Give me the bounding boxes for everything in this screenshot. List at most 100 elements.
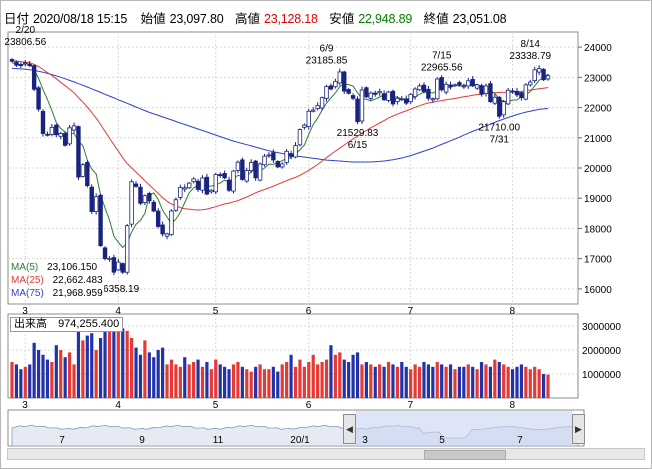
high-value: 23,128.18 [263,12,318,26]
volume-bar [524,366,528,398]
candle-body [80,164,86,177]
volume-bar [81,340,85,398]
candle-body [306,110,311,128]
volume-bar [196,359,200,398]
volume-bar [386,362,391,398]
candle-body [40,110,46,134]
candle-body [195,180,201,190]
candle-body [474,84,480,89]
candle-body [62,133,68,146]
volume-bar [497,362,501,398]
ma75-line [11,67,549,163]
candle-body [9,59,15,62]
volume-bar [448,364,453,398]
volume-bar [382,366,386,398]
volume-bar [90,333,94,398]
candle-body [390,90,396,105]
candle-body [346,89,351,94]
volume-bar [258,364,262,398]
candle-body [505,89,511,105]
candle-body [49,126,55,135]
open-label: 始値 [140,12,166,26]
volume-bar [165,364,169,398]
volume-bar [311,354,315,398]
navigator-next-button[interactable]: ▶ [572,414,585,444]
candle-body [182,187,187,190]
candle-body [160,224,165,235]
candle-body [514,90,520,96]
volume-bar [546,374,550,398]
volume-bar [187,364,191,398]
volume-bar [324,359,329,398]
horizontal-scrollbar[interactable] [7,448,645,460]
volume-bar [360,364,364,398]
annotation-value: 22965.56 [421,62,463,73]
ma25-legend: MA(25) 22,662.483 [10,274,104,287]
month-tick-label: 6 [306,306,312,317]
candle-body [253,160,258,179]
volume-bar [254,366,258,398]
annotation-value: 23185.85 [306,56,348,67]
volume-bar [541,374,546,398]
candle-body [377,91,382,94]
candle-body [435,78,440,100]
candle-body [280,163,285,168]
volume-bar [267,369,271,398]
volume-bar [107,323,112,398]
ma5-legend-value: 23,106.150 [47,262,98,273]
volume-bar [98,338,103,398]
volume-bar [444,366,448,398]
scrollbar-thumb[interactable] [424,450,506,460]
candle-body [71,125,77,131]
month-tick-label: 7 [408,400,414,411]
candle-body [426,88,431,99]
volume-bar [36,350,41,398]
volume-bar [103,318,107,398]
candle-body [249,162,254,171]
candle-body [448,84,453,87]
candle-body [466,80,471,87]
candle-body [545,75,551,80]
candle-body [262,155,267,166]
candle-body [155,210,161,227]
candle-body [45,133,50,136]
volume-bar [453,369,457,398]
volume-bar [506,366,510,398]
volume-bar [236,362,240,398]
navigator-tick-label: 9 [139,435,145,446]
volume-bar [320,362,324,398]
volume-bar [19,369,23,398]
volume-bar [262,369,267,398]
month-tick-label: 3 [22,400,28,411]
volume-bar [378,364,382,398]
triangle-right-icon: ▶ [575,423,582,434]
ma25-line [11,60,549,211]
volume-bar [271,366,275,398]
annotation-date: 6/9 [320,44,334,55]
price-tick-label: 19000 [584,194,612,205]
navigator-tick-label: 20/1 [290,435,310,446]
candle-body [479,85,484,95]
candle-body [217,174,223,176]
volume-legend-label: 出来高 [14,318,47,330]
volume-bar [457,366,462,398]
candle-body [151,201,156,212]
candle-body [58,133,63,137]
candle-body [523,84,529,100]
candle-body [120,263,125,273]
candle-body [395,97,400,103]
annotation-date: 7/15 [432,50,452,61]
volume-bar [533,366,537,398]
candle-body [271,152,276,161]
volume-bar [404,366,408,398]
volume-bar [316,364,320,398]
navigator-prev-button[interactable]: ◀ [343,414,356,444]
volume-bar [280,364,284,398]
price-tick-label: 18000 [584,224,612,235]
date-label: 日付 [4,12,30,26]
volume-bar [67,352,72,398]
candle-body [439,77,444,91]
close-value: 23,051.08 [452,12,507,26]
volume-bar [54,345,58,398]
candle-body [359,89,365,122]
